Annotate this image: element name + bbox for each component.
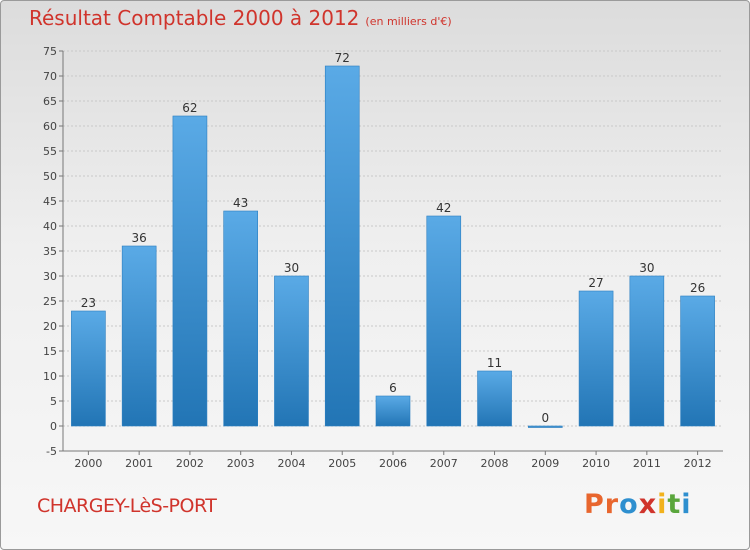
bar-2003 [223, 210, 258, 427]
bar-2002 [172, 115, 208, 427]
place-name: CHARGEY-LèS-PORT [37, 495, 217, 517]
bar-2005 [324, 65, 360, 427]
data-label-2006: 6 [389, 381, 397, 395]
data-labels: 23 36 62 43 30 72 6 42 11 0 27 30 26 [81, 51, 706, 425]
y-tick-label: 35 [43, 245, 57, 258]
data-label-2001: 36 [132, 231, 147, 245]
brand-logo: Proxiti [584, 489, 692, 520]
bar-2000 [71, 310, 106, 427]
bars [71, 65, 715, 428]
y-tick-label: 60 [43, 120, 57, 133]
x-tick-label: 2001 [125, 457, 153, 470]
bar-2012 [680, 295, 715, 427]
x-tick-label: 2006 [379, 457, 407, 470]
data-label-2009: 0 [541, 411, 549, 425]
y-tick-label: 0 [50, 420, 57, 433]
x-tick-label: 2003 [227, 457, 255, 470]
bar-2001 [121, 245, 157, 427]
data-label-2005: 72 [335, 51, 350, 65]
data-label-2002: 62 [182, 101, 197, 115]
bar-2010 [578, 290, 614, 427]
x-tick-label: 2005 [328, 457, 356, 470]
y-tick-label: 55 [43, 145, 57, 158]
data-label-2003: 43 [233, 196, 248, 210]
x-tick-label: 2007 [430, 457, 458, 470]
y-tick-label: 30 [43, 270, 57, 283]
y-tick-label: 5 [50, 395, 57, 408]
x-tick-label: 2011 [633, 457, 661, 470]
y-tick-label: 65 [43, 95, 57, 108]
y-tick-label: -5 [46, 445, 57, 458]
bar-2006 [375, 395, 411, 427]
x-tick-label: 2012 [684, 457, 712, 470]
bar-2008 [477, 370, 512, 427]
chart-subtitle: (en milliers d'€) [365, 15, 452, 28]
y-tick-label: 40 [43, 220, 57, 233]
y-tick-label: 25 [43, 295, 57, 308]
data-label-2012: 26 [690, 281, 705, 295]
x-tick-label: 2009 [531, 457, 559, 470]
y-tick-label: 75 [43, 45, 57, 58]
y-tick-label: 50 [43, 170, 57, 183]
y-tick-label: 10 [43, 370, 57, 383]
x-tick-label: 2004 [277, 457, 305, 470]
data-label-2004: 30 [284, 261, 299, 275]
x-tick-label: 2000 [74, 457, 102, 470]
data-label-2011: 30 [639, 261, 654, 275]
y-tick-label: 15 [43, 345, 57, 358]
bar-2007 [426, 215, 462, 427]
y-tick-label: 20 [43, 320, 57, 333]
data-label-2010: 27 [588, 276, 603, 290]
x-tick-label: 2010 [582, 457, 610, 470]
data-label-2007: 42 [436, 201, 451, 215]
x-tick-label: 2008 [481, 457, 509, 470]
bar-2011 [629, 275, 665, 427]
chart-title: Résultat Comptable 2000 à 2012 (en millie… [29, 6, 452, 30]
bar-2009 [528, 425, 563, 428]
data-label-2000: 23 [81, 296, 96, 310]
y-tick-label: 45 [43, 195, 57, 208]
x-tick-label: 2002 [176, 457, 204, 470]
y-tick-label: 70 [43, 70, 57, 83]
bar-2004 [274, 275, 309, 427]
data-label-2008: 11 [487, 356, 502, 370]
